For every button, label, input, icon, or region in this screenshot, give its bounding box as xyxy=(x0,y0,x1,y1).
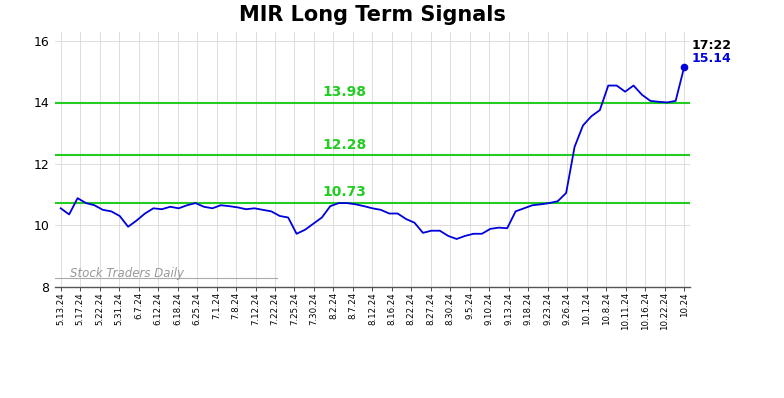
Text: 17:22: 17:22 xyxy=(691,39,732,52)
Text: 12.28: 12.28 xyxy=(322,138,367,152)
Text: 15.14: 15.14 xyxy=(691,53,731,65)
Text: Stock Traders Daily: Stock Traders Daily xyxy=(71,267,184,280)
Text: 13.98: 13.98 xyxy=(322,85,367,100)
Text: 10.73: 10.73 xyxy=(322,185,366,199)
Title: MIR Long Term Signals: MIR Long Term Signals xyxy=(239,5,506,25)
